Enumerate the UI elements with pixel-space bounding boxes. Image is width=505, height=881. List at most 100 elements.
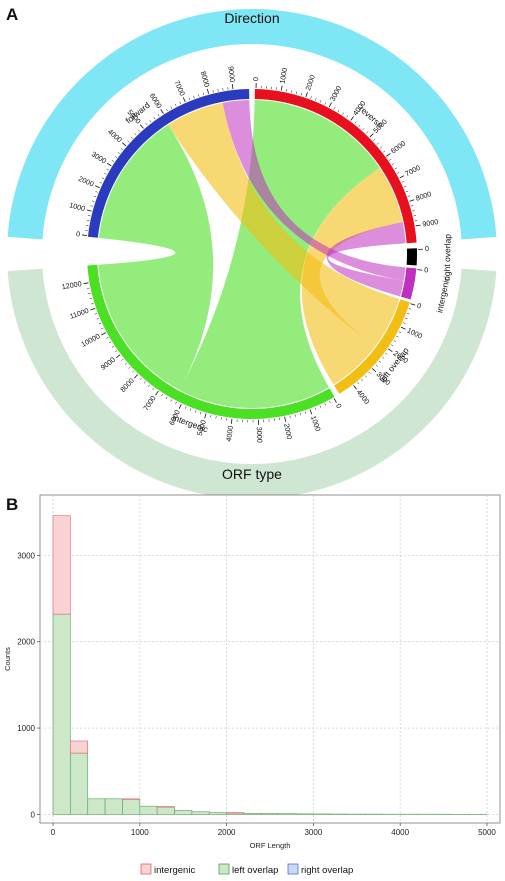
legend-label-left-overlap: left overlap — [232, 865, 278, 876]
bar-left-overlap — [295, 813, 314, 815]
minor-tick-mark — [389, 158, 392, 161]
minor-tick-mark — [174, 103, 177, 107]
tick-label: 7000 — [403, 163, 421, 178]
minor-tick-mark — [108, 341, 112, 344]
tick-label: 8000 — [199, 70, 212, 88]
minor-tick-mark — [104, 172, 107, 175]
tick-label: 3000 — [90, 149, 108, 165]
bar-left-overlap — [70, 752, 89, 815]
minor-tick-mark — [101, 177, 105, 180]
minor-tick-mark — [361, 378, 364, 381]
minor-tick-mark — [145, 123, 148, 126]
minor-tick-mark — [166, 108, 168, 112]
legend-swatch-right-overlap — [287, 863, 299, 875]
circos-segments — [87, 89, 417, 420]
minor-tick-mark — [95, 191, 98, 193]
minor-tick-mark — [362, 128, 365, 131]
minor-tick-mark — [88, 292, 91, 294]
minor-tick-mark — [319, 405, 322, 408]
segment-right-overlap — [406, 248, 417, 266]
minor-tick-mark — [189, 408, 192, 411]
minor-tick-mark — [128, 366, 131, 369]
minor-tick-mark — [199, 411, 202, 415]
tick-label: 5000 — [195, 419, 208, 437]
minor-tick-mark — [324, 403, 326, 406]
tick-label: 9000 — [226, 66, 237, 83]
bar-left-overlap — [278, 813, 297, 815]
tick-label: 0 — [416, 301, 423, 311]
tick-label: 9000 — [99, 355, 117, 372]
minor-tick-mark — [120, 147, 123, 150]
tick-label: 4000 — [224, 425, 235, 442]
tick-label: 0 — [424, 265, 429, 274]
tick-label: 6000 — [389, 139, 407, 156]
tick-mark — [386, 153, 391, 157]
minor-tick-mark — [111, 160, 115, 162]
x-tick-label: 0 — [51, 828, 56, 837]
minor-tick-mark — [175, 401, 177, 405]
tick-label: 8000 — [414, 189, 432, 203]
tick-mark — [399, 175, 405, 179]
tick-mark — [230, 418, 233, 424]
minor-tick-mark — [382, 356, 385, 359]
minor-tick-mark — [383, 150, 386, 153]
minor-tick-mark — [366, 131, 369, 134]
minor-tick-mark — [364, 375, 367, 378]
segment-label-right-overlap: right overlap — [442, 234, 453, 281]
y-tick-label: 2000 — [17, 638, 35, 647]
minor-tick-mark — [106, 168, 109, 171]
minor-tick-mark — [376, 142, 379, 145]
minor-tick-mark — [124, 362, 127, 365]
panel-a-letter: A — [6, 5, 18, 24]
tick-mark — [409, 199, 415, 202]
minor-tick-mark — [300, 92, 302, 96]
tick-mark — [86, 209, 92, 212]
minor-tick-mark — [137, 129, 140, 132]
tick-mark — [333, 398, 337, 403]
plot-axes: 0 1000 2000 3000 4000 5000 0 1000 2000 3000 — [17, 551, 496, 837]
minor-tick-mark — [130, 136, 133, 139]
minor-tick-mark — [403, 322, 406, 324]
tick-mark — [178, 404, 182, 409]
tick-label: 12000 — [61, 279, 82, 291]
tick-label: 3000 — [328, 84, 343, 102]
tick-mark — [90, 308, 96, 311]
minor-tick-mark — [93, 195, 97, 198]
legend-label-right-overlap: right overlap — [301, 865, 353, 876]
tick-label: 3000 — [255, 427, 265, 443]
bar-left-overlap — [87, 798, 106, 815]
tick-mark — [415, 224, 421, 227]
minor-tick-mark — [117, 151, 120, 154]
minor-tick-mark — [385, 352, 388, 355]
minor-tick-mark — [378, 360, 382, 363]
legend-swatch-intergenic — [140, 863, 152, 875]
panel-a-chord-diagram: A Direction ORF type 0 1000 2000 3000 4000 50… — [6, 5, 497, 499]
minor-tick-mark — [324, 102, 326, 105]
minor-tick-mark — [329, 400, 331, 404]
minor-tick-mark — [111, 345, 115, 348]
tick-mark — [82, 234, 88, 236]
minor-tick-mark — [358, 124, 361, 127]
y-tick-label: 1000 — [17, 724, 35, 733]
minor-tick-mark — [148, 384, 151, 387]
minor-tick-mark — [149, 119, 152, 123]
direction-title: Direction — [224, 10, 279, 26]
x-tick-label: 3000 — [304, 828, 322, 837]
minor-tick-mark — [193, 95, 195, 99]
segment-left-overlap — [334, 299, 410, 394]
tick-mark — [121, 142, 127, 147]
tick-mark — [328, 102, 332, 108]
tick-mark — [350, 116, 354, 121]
minor-tick-mark — [390, 344, 394, 347]
minor-tick-mark — [397, 172, 400, 174]
minor-tick-mark — [215, 416, 217, 419]
tick-label: 0 — [334, 402, 344, 410]
bar-left-overlap — [191, 811, 210, 815]
minor-tick-mark — [412, 210, 415, 212]
direction-band — [7, 9, 497, 240]
minor-tick-mark — [294, 414, 296, 417]
chord-forward-left-overlap — [168, 102, 400, 347]
chord-reverse-right-overlap — [326, 221, 406, 297]
tick-label: 1000 — [309, 414, 323, 432]
